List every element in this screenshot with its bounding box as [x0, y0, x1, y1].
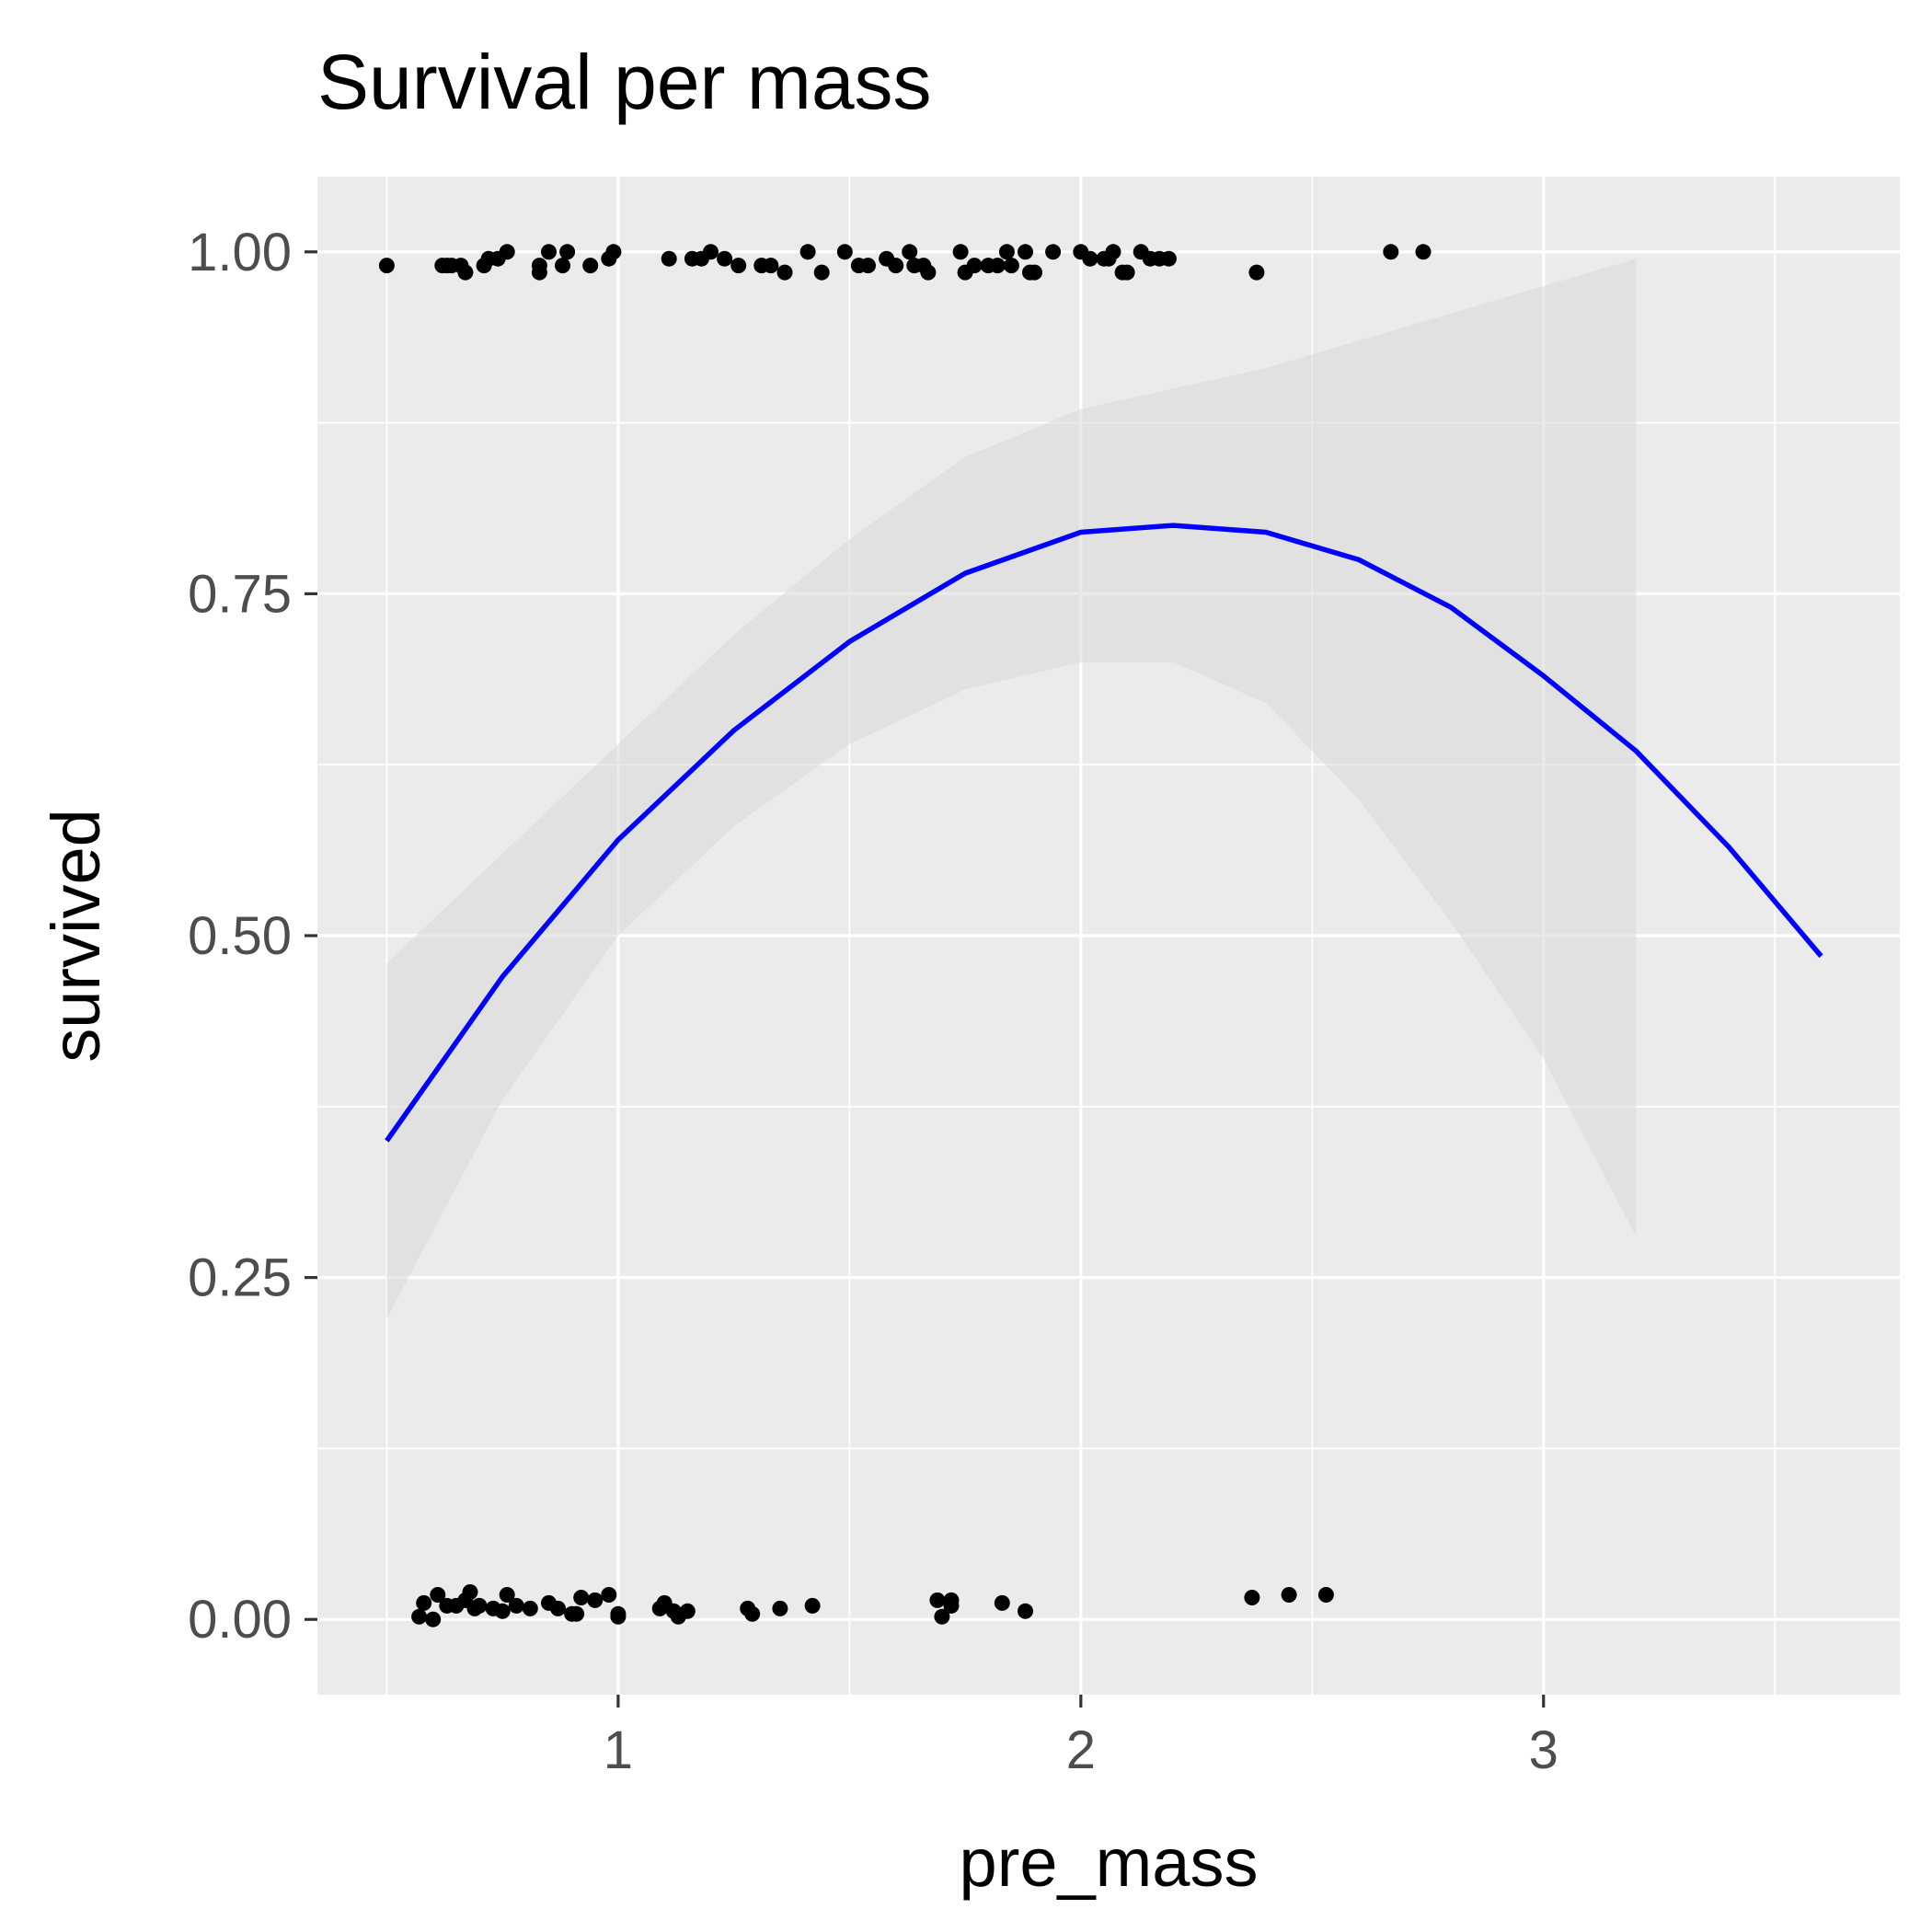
data-point — [920, 264, 937, 281]
data-point — [416, 1594, 432, 1611]
data-point — [860, 258, 876, 274]
y-tick-label: 0.50 — [188, 906, 292, 966]
data-point — [934, 1608, 950, 1625]
data-point — [1383, 244, 1399, 260]
data-point — [573, 1590, 590, 1605]
data-point — [703, 244, 719, 260]
data-point — [836, 244, 853, 260]
data-point — [1119, 264, 1135, 281]
data-point — [730, 258, 747, 274]
data-point — [610, 1608, 627, 1625]
data-point — [1082, 250, 1098, 267]
y-tick-label: 0.75 — [188, 564, 292, 624]
fit-line — [385, 523, 1823, 1143]
data-point — [605, 244, 622, 260]
data-point — [1160, 250, 1177, 267]
data-point — [1003, 258, 1019, 274]
y-tick-label: 0.00 — [188, 1590, 292, 1650]
confidence-ribbon — [386, 259, 1637, 1319]
axes: 1 2 3 0.00 0.25 0.50 0.75 1.00 — [188, 223, 1558, 1780]
data-point — [582, 258, 599, 274]
x-tick-label: 2 — [1066, 1720, 1096, 1780]
data-point — [378, 258, 395, 274]
data-point — [717, 250, 733, 267]
y-tick-label: 0.25 — [188, 1248, 292, 1308]
data-point — [1248, 264, 1265, 281]
data-point — [813, 264, 830, 281]
data-point — [799, 244, 816, 260]
data-point — [508, 1597, 524, 1614]
data-point — [929, 1592, 946, 1608]
data-point — [888, 258, 904, 274]
data-point — [1105, 244, 1121, 260]
data-point — [471, 1597, 488, 1614]
data-point — [952, 244, 969, 260]
data-point — [555, 258, 570, 274]
data-point — [425, 1611, 442, 1627]
data-point — [601, 1587, 617, 1603]
data-point — [804, 1597, 821, 1614]
chart-title: Survival per mass — [317, 39, 932, 125]
data-point — [531, 258, 547, 274]
data-point — [1317, 1587, 1334, 1603]
data-point — [998, 244, 1015, 260]
data-point — [989, 258, 1006, 274]
data-point — [763, 258, 779, 274]
x-tick-label: 3 — [1529, 1720, 1558, 1780]
data-point — [541, 244, 557, 260]
data-point — [1018, 244, 1033, 260]
data-point — [1045, 244, 1062, 260]
x-tick-label: 1 — [604, 1720, 633, 1780]
data-point — [411, 1608, 428, 1625]
data-point — [902, 244, 918, 260]
data-point — [462, 1584, 478, 1600]
data-point — [1018, 1603, 1033, 1619]
data-point — [679, 1603, 696, 1619]
data-point — [661, 250, 677, 267]
y-tick-label: 1.00 — [188, 223, 292, 282]
x-axis-title: pre_mass — [960, 1824, 1259, 1901]
data-point — [772, 1600, 788, 1616]
confidence-band — [386, 259, 1637, 1319]
data-point — [522, 1600, 538, 1616]
data-point — [499, 1587, 515, 1603]
data-point — [1415, 244, 1432, 260]
data-point — [994, 1594, 1010, 1611]
data-point — [776, 264, 793, 281]
data-point — [1281, 1587, 1297, 1603]
fit-curve — [385, 523, 1823, 1143]
data-point — [559, 244, 576, 260]
data-point — [457, 264, 474, 281]
data-point — [430, 1587, 446, 1603]
data-point — [1027, 264, 1042, 281]
data-point — [499, 244, 515, 260]
y-axis-title: survived — [38, 809, 114, 1063]
data-point — [943, 1592, 960, 1608]
data-point — [550, 1600, 566, 1616]
data-points — [378, 244, 1432, 1627]
data-point — [587, 1592, 604, 1608]
data-point — [744, 1605, 761, 1622]
data-point — [1244, 1590, 1260, 1605]
data-point — [966, 258, 983, 274]
data-point — [569, 1605, 585, 1622]
data-point — [494, 1603, 511, 1619]
